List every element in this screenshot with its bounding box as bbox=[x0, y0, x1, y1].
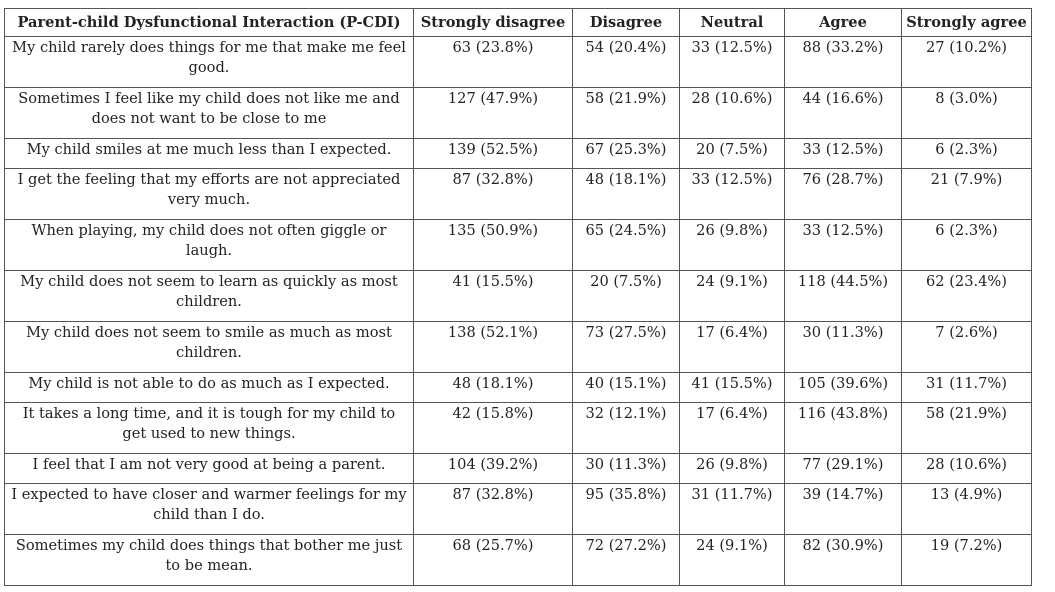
table-row: My child does not seem to learn as quick… bbox=[4, 270, 1032, 322]
table-row: My child does not seem to smile as much … bbox=[4, 321, 1032, 373]
value-cell: 7 (2.6%) bbox=[901, 321, 1032, 373]
value-cell: 30 (11.3%) bbox=[572, 453, 680, 484]
statement-cell: My child does not seem to learn as quick… bbox=[4, 270, 414, 322]
value-cell: 41 (15.5%) bbox=[413, 270, 573, 322]
table-row: Sometimes my child does things that both… bbox=[4, 534, 1032, 586]
value-cell: 95 (35.8%) bbox=[572, 483, 680, 535]
value-cell: 26 (9.8%) bbox=[679, 219, 785, 271]
table-row: My child rarely does things for me that … bbox=[4, 36, 1032, 88]
statement-cell: It takes a long time, and it is tough fo… bbox=[4, 402, 414, 454]
value-cell: 8 (3.0%) bbox=[901, 87, 1032, 139]
value-cell: 73 (27.5%) bbox=[572, 321, 680, 373]
table-row: I feel that I am not very good at being … bbox=[4, 453, 1032, 484]
statement-cell: I feel that I am not very good at being … bbox=[4, 453, 414, 484]
value-cell: 67 (25.3%) bbox=[572, 138, 680, 169]
value-cell: 104 (39.2%) bbox=[413, 453, 573, 484]
value-cell: 82 (30.9%) bbox=[784, 534, 902, 586]
value-cell: 13 (4.9%) bbox=[901, 483, 1032, 535]
value-cell: 138 (52.1%) bbox=[413, 321, 573, 373]
value-cell: 88 (33.2%) bbox=[784, 36, 902, 88]
value-cell: 27 (10.2%) bbox=[901, 36, 1032, 88]
value-cell: 19 (7.2%) bbox=[901, 534, 1032, 586]
value-cell: 20 (7.5%) bbox=[572, 270, 680, 322]
header-strongly-agree: Strongly agree bbox=[901, 8, 1032, 37]
value-cell: 63 (23.8%) bbox=[413, 36, 573, 88]
value-cell: 77 (29.1%) bbox=[784, 453, 902, 484]
value-cell: 62 (23.4%) bbox=[901, 270, 1032, 322]
table-row: Sometimes I feel like my child does not … bbox=[4, 87, 1032, 139]
statement-cell: I get the feeling that my efforts are no… bbox=[4, 168, 414, 220]
value-cell: 24 (9.1%) bbox=[679, 534, 785, 586]
value-cell: 6 (2.3%) bbox=[901, 219, 1032, 271]
value-cell: 24 (9.1%) bbox=[679, 270, 785, 322]
value-cell: 118 (44.5%) bbox=[784, 270, 902, 322]
value-cell: 135 (50.9%) bbox=[413, 219, 573, 271]
header-disagree: Disagree bbox=[572, 8, 680, 37]
value-cell: 116 (43.8%) bbox=[784, 402, 902, 454]
statement-cell: My child does not seem to smile as much … bbox=[4, 321, 414, 373]
value-cell: 6 (2.3%) bbox=[901, 138, 1032, 169]
value-cell: 87 (32.8%) bbox=[413, 483, 573, 535]
value-cell: 17 (6.4%) bbox=[679, 321, 785, 373]
value-cell: 54 (20.4%) bbox=[572, 36, 680, 88]
pcdi-table: Parent-child Dysfunctional Interaction (… bbox=[4, 8, 1032, 586]
value-cell: 30 (11.3%) bbox=[784, 321, 902, 373]
value-cell: 48 (18.1%) bbox=[572, 168, 680, 220]
value-cell: 76 (28.7%) bbox=[784, 168, 902, 220]
table-row: My child smiles at me much less than I e… bbox=[4, 138, 1032, 169]
value-cell: 65 (24.5%) bbox=[572, 219, 680, 271]
value-cell: 17 (6.4%) bbox=[679, 402, 785, 454]
value-cell: 33 (12.5%) bbox=[679, 168, 785, 220]
value-cell: 105 (39.6%) bbox=[784, 372, 902, 403]
table-row: I get the feeling that my efforts are no… bbox=[4, 168, 1032, 220]
header-row: Parent-child Dysfunctional Interaction (… bbox=[4, 8, 1032, 37]
value-cell: 87 (32.8%) bbox=[413, 168, 573, 220]
statement-cell: My child rarely does things for me that … bbox=[4, 36, 414, 88]
statement-cell: My child smiles at me much less than I e… bbox=[4, 138, 414, 169]
value-cell: 20 (7.5%) bbox=[679, 138, 785, 169]
table-row: It takes a long time, and it is tough fo… bbox=[4, 402, 1032, 454]
header-agree: Agree bbox=[784, 8, 902, 37]
table-container: Parent-child Dysfunctional Interaction (… bbox=[4, 8, 1032, 586]
table-row: I expected to have closer and warmer fee… bbox=[4, 483, 1032, 535]
value-cell: 58 (21.9%) bbox=[572, 87, 680, 139]
value-cell: 33 (12.5%) bbox=[784, 219, 902, 271]
value-cell: 33 (12.5%) bbox=[679, 36, 785, 88]
value-cell: 39 (14.7%) bbox=[784, 483, 902, 535]
header-neutral: Neutral bbox=[679, 8, 785, 37]
value-cell: 58 (21.9%) bbox=[901, 402, 1032, 454]
statement-cell: Sometimes I feel like my child does not … bbox=[4, 87, 414, 139]
value-cell: 28 (10.6%) bbox=[679, 87, 785, 139]
value-cell: 40 (15.1%) bbox=[572, 372, 680, 403]
table-row: When playing, my child does not often gi… bbox=[4, 219, 1032, 271]
value-cell: 68 (25.7%) bbox=[413, 534, 573, 586]
value-cell: 21 (7.9%) bbox=[901, 168, 1032, 220]
statement-cell: I expected to have closer and warmer fee… bbox=[4, 483, 414, 535]
value-cell: 48 (18.1%) bbox=[413, 372, 573, 403]
value-cell: 33 (12.5%) bbox=[784, 138, 902, 169]
value-cell: 32 (12.1%) bbox=[572, 402, 680, 454]
statement-cell: Sometimes my child does things that both… bbox=[4, 534, 414, 586]
statement-cell: When playing, my child does not often gi… bbox=[4, 219, 414, 271]
value-cell: 41 (15.5%) bbox=[679, 372, 785, 403]
statement-cell: My child is not able to do as much as I … bbox=[4, 372, 414, 403]
value-cell: 26 (9.8%) bbox=[679, 453, 785, 484]
value-cell: 28 (10.6%) bbox=[901, 453, 1032, 484]
value-cell: 31 (11.7%) bbox=[901, 372, 1032, 403]
value-cell: 42 (15.8%) bbox=[413, 402, 573, 454]
value-cell: 31 (11.7%) bbox=[679, 483, 785, 535]
table-row: My child is not able to do as much as I … bbox=[4, 372, 1032, 403]
value-cell: 139 (52.5%) bbox=[413, 138, 573, 169]
value-cell: 44 (16.6%) bbox=[784, 87, 902, 139]
value-cell: 127 (47.9%) bbox=[413, 87, 573, 139]
value-cell: 72 (27.2%) bbox=[572, 534, 680, 586]
header-statement: Parent-child Dysfunctional Interaction (… bbox=[4, 8, 414, 37]
header-strongly-disagree: Strongly disagree bbox=[413, 8, 573, 37]
